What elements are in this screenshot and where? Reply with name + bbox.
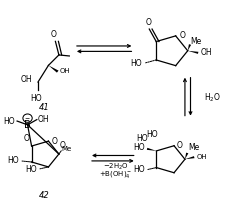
Text: OH: OH (21, 75, 32, 84)
Text: HO: HO (25, 164, 37, 173)
Polygon shape (188, 44, 191, 51)
Text: HO: HO (146, 130, 158, 139)
Text: HO: HO (137, 134, 148, 143)
Text: HO: HO (7, 156, 19, 165)
Text: Me: Me (190, 37, 201, 46)
Text: HO: HO (133, 165, 145, 174)
Text: OH: OH (197, 154, 207, 160)
Text: 42: 42 (38, 191, 49, 200)
Text: O: O (23, 134, 29, 143)
Text: O: O (50, 30, 56, 39)
Polygon shape (185, 156, 194, 159)
Polygon shape (188, 51, 198, 54)
Text: HO: HO (131, 59, 142, 68)
Text: B: B (24, 120, 31, 130)
Text: 41: 41 (38, 103, 49, 112)
Polygon shape (185, 153, 188, 159)
Text: OH: OH (201, 48, 212, 57)
Text: HO: HO (30, 93, 42, 102)
Text: O: O (51, 137, 57, 146)
Text: $-$: $-$ (24, 116, 31, 121)
Text: O: O (145, 18, 151, 27)
Text: Me: Me (62, 146, 72, 152)
Text: OH: OH (60, 68, 71, 74)
Text: O: O (177, 141, 183, 150)
Text: +B(OH)$_4^-$: +B(OH)$_4^-$ (99, 169, 132, 180)
Text: Me: Me (188, 143, 200, 152)
Text: O: O (60, 141, 66, 150)
Text: O: O (179, 31, 185, 40)
Text: HO: HO (133, 143, 145, 152)
Polygon shape (147, 148, 156, 151)
Text: $-$2H$_2$O: $-$2H$_2$O (103, 161, 129, 172)
Text: OH: OH (38, 115, 50, 124)
Text: HO: HO (3, 117, 15, 126)
Text: H$_2$O: H$_2$O (204, 91, 221, 104)
Polygon shape (48, 65, 59, 73)
